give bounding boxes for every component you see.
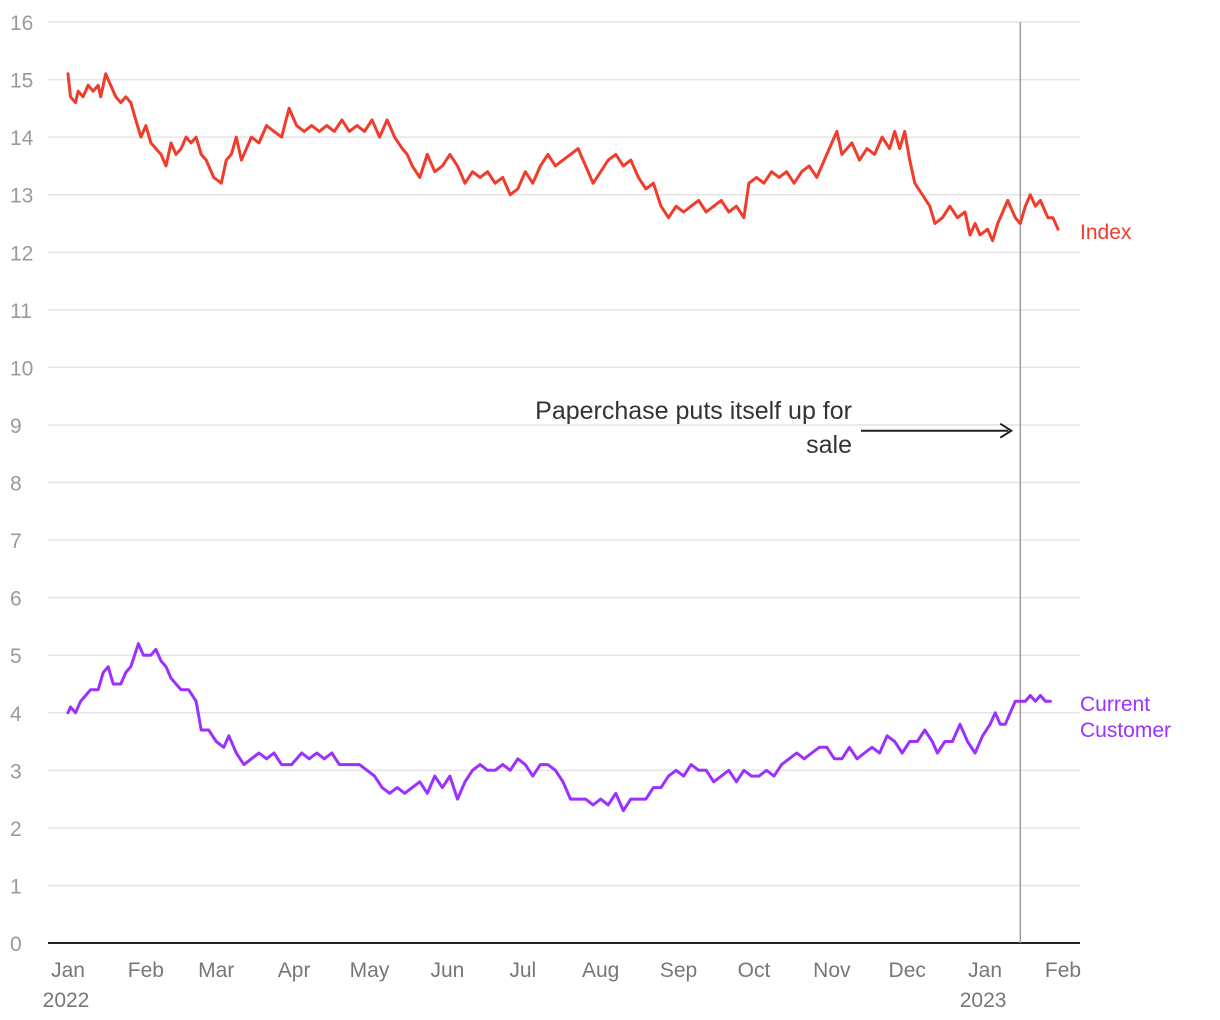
series-label-current-customer: Current Customer <box>1080 693 1171 742</box>
y-tick-label: 2 <box>10 818 22 841</box>
x-tick-label: Dec <box>889 959 926 982</box>
y-tick-label: 7 <box>10 530 22 553</box>
x-tick-year-label: 2023 <box>960 989 1007 1012</box>
y-tick-label: 11 <box>10 300 32 323</box>
x-tick-label: Mar <box>198 959 234 982</box>
x-tick-label: Jan <box>968 959 1002 982</box>
series-label-index: Index <box>1080 221 1132 244</box>
series-label-line: Current <box>1080 693 1150 716</box>
x-tick-label: Sep <box>660 959 697 982</box>
y-tick-label: 12 <box>10 242 33 265</box>
x-tick-year-label: 2022 <box>43 989 90 1012</box>
y-tick-label: 13 <box>10 185 33 208</box>
y-tick-label: 14 <box>10 127 34 150</box>
y-tick-label: 15 <box>10 70 33 93</box>
series-line-index <box>66 72 1060 243</box>
x-tick-label: Feb <box>128 959 164 982</box>
y-tick-label: 9 <box>10 415 22 438</box>
x-tick-label: Nov <box>813 959 851 982</box>
y-tick-label: 10 <box>10 357 33 380</box>
y-tick-label: 6 <box>10 588 22 611</box>
y-tick-label: 3 <box>10 760 22 783</box>
y-tick-label: 16 <box>10 12 33 35</box>
x-tick-label: Jun <box>430 959 464 982</box>
x-tick-label: Apr <box>278 959 311 982</box>
series-label-line: Customer <box>1080 719 1171 742</box>
x-tick-label: Aug <box>582 959 619 982</box>
x-tick-label: Jul <box>509 959 536 982</box>
x-tick-label: Oct <box>738 959 771 982</box>
y-tick-label: 5 <box>10 645 22 668</box>
x-tick-label: Feb <box>1045 959 1081 982</box>
annotation-text: Paperchase puts itself up for <box>535 397 852 425</box>
annotation-arrowhead <box>999 422 1014 439</box>
x-tick-label: Jan <box>51 959 85 982</box>
series-line-current-customer <box>66 642 1052 813</box>
y-tick-label: 4 <box>10 703 22 726</box>
x-tick-label: May <box>350 959 390 982</box>
y-tick-label: 1 <box>10 875 22 898</box>
annotation-text: sale <box>806 431 852 459</box>
y-tick-label: 8 <box>10 473 22 496</box>
y-tick-label: 0 <box>10 933 22 956</box>
